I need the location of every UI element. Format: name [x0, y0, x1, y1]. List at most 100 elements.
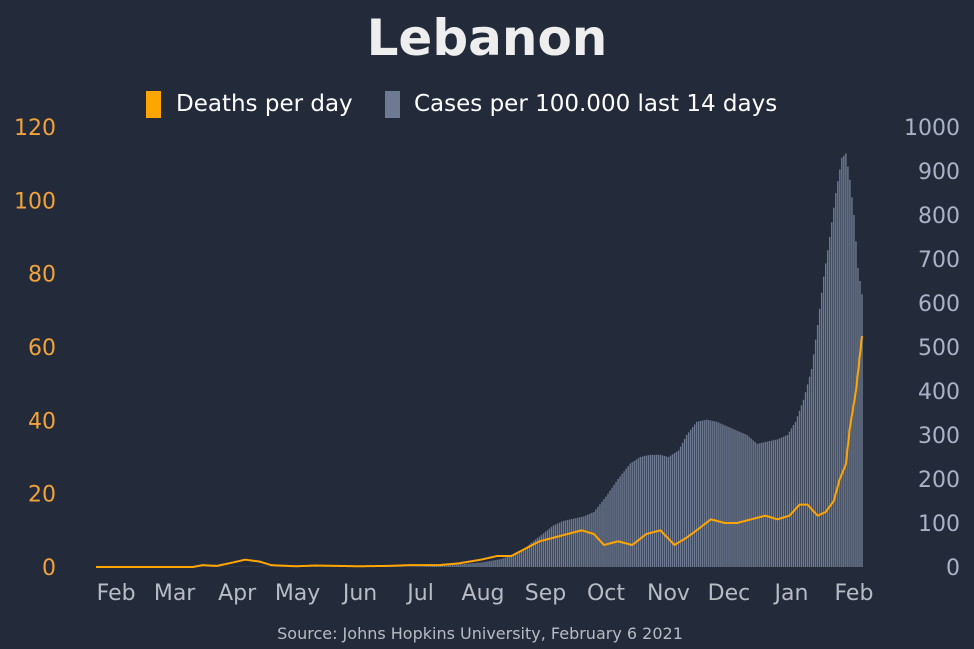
cases-bar — [693, 424, 696, 567]
cases-bar — [742, 433, 744, 567]
x-month-label: Mar — [154, 581, 196, 606]
cases-bar — [571, 519, 573, 567]
cases-bar — [782, 436, 785, 567]
cases-bar — [520, 551, 523, 567]
cases-bar — [431, 565, 434, 567]
cases-bar — [625, 468, 627, 567]
cases-bar — [613, 484, 615, 567]
x-month-label: Feb — [97, 581, 136, 606]
cases-bar — [788, 431, 791, 567]
cases-bar — [480, 562, 482, 567]
cases-bar — [814, 339, 817, 567]
cases-bar — [437, 565, 440, 567]
cases-bar — [552, 525, 555, 567]
y-right-tick-label: 700 — [918, 248, 960, 273]
y-left-tick-label: 100 — [14, 189, 56, 214]
y-right-tick-label: 0 — [946, 556, 960, 581]
cases-bar — [544, 531, 547, 567]
cases-bar — [845, 153, 847, 567]
cases-bar — [825, 263, 827, 567]
y-right-tick-label: 100 — [918, 512, 960, 537]
cases-bar — [605, 496, 607, 567]
cases-bar — [841, 157, 843, 568]
y-right-tick-label: 400 — [918, 380, 960, 405]
cases-bar — [460, 564, 462, 567]
cases-bar — [494, 560, 496, 567]
cases-bar — [615, 481, 617, 567]
cases-bar — [730, 427, 732, 567]
cases-bar — [702, 420, 704, 567]
cases-bar — [546, 530, 549, 567]
cases-bar — [504, 557, 506, 567]
cases-bar — [649, 454, 652, 567]
cases-bar — [716, 421, 718, 567]
cases-bar — [796, 416, 799, 567]
x-month-label: Nov — [647, 581, 690, 606]
cases-bar — [766, 441, 768, 567]
cases-bar — [635, 459, 637, 567]
cases-bar — [488, 561, 490, 567]
cases-bar — [603, 499, 605, 567]
cases-bar — [450, 564, 452, 567]
cases-bar — [847, 166, 849, 567]
cases-bar — [812, 354, 815, 567]
cases-bar — [435, 565, 438, 567]
cases-bar — [823, 276, 825, 567]
cases-bar — [746, 435, 748, 567]
cases-bar — [421, 566, 424, 567]
cases-bar — [645, 455, 648, 567]
cases-bar — [802, 399, 805, 567]
cases-bar — [831, 222, 833, 567]
legend: Deaths per day Cases per 100.000 last 14… — [146, 91, 777, 118]
cases-bar — [550, 526, 553, 567]
y-left-tick-label: 40 — [28, 409, 56, 434]
cases-bar — [784, 435, 787, 567]
cases-bar — [486, 561, 488, 567]
cases-bar — [714, 421, 716, 567]
cases-bar — [500, 559, 502, 567]
cases-bar — [506, 556, 508, 567]
cases-bar — [510, 555, 512, 567]
cases-bar — [806, 384, 809, 567]
y-right-tick-label: 800 — [918, 204, 960, 229]
cases-bar — [474, 563, 476, 567]
cases-bar — [726, 426, 728, 567]
cases-bar — [562, 520, 565, 567]
cases-bar — [631, 462, 633, 567]
cases-bar — [508, 556, 510, 567]
cases-bar — [651, 454, 654, 567]
cases-bar — [653, 454, 656, 567]
cases-bar — [792, 425, 795, 567]
cases-bar — [462, 564, 464, 567]
cases-bar — [573, 518, 575, 567]
cases-bar — [804, 392, 807, 567]
cases-bar — [478, 562, 480, 567]
cases-bar — [818, 308, 821, 567]
x-month-label: Jul — [405, 581, 434, 606]
cases-bar — [433, 565, 436, 567]
cases-bar — [498, 559, 500, 567]
cases-bar — [534, 539, 537, 567]
cases-bar — [579, 517, 581, 567]
cases-bar — [738, 431, 740, 567]
x-month-label: May — [275, 581, 320, 606]
y-left-tick-label: 120 — [14, 116, 56, 141]
cases-bar — [577, 517, 579, 567]
cases-bar — [798, 410, 801, 567]
cases-bar — [772, 440, 775, 567]
cases-bar — [637, 458, 639, 567]
cases-bar — [706, 419, 708, 567]
cases-bar — [601, 501, 603, 567]
cases-bar — [667, 457, 670, 567]
cases-bar — [760, 442, 762, 567]
legend-deaths-label: Deaths per day — [176, 91, 353, 117]
cases-bar — [560, 521, 563, 567]
cases-bar — [752, 440, 754, 567]
cases-bar — [776, 439, 779, 567]
cases-bar — [740, 432, 742, 567]
cases-bar — [548, 528, 551, 567]
cases-bar — [820, 292, 823, 567]
cases-bar — [849, 179, 851, 568]
cases-bar — [466, 563, 468, 567]
